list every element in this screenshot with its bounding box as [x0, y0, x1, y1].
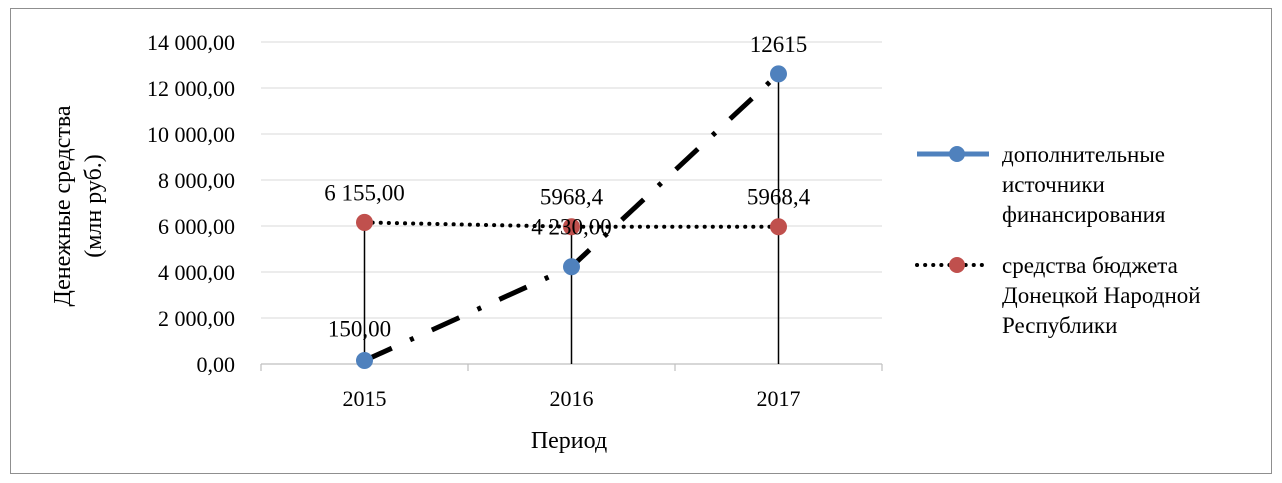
data-label: 5968,4 [540, 185, 604, 210]
legend-label: дополнительные [1002, 142, 1165, 167]
y-tick-label: 10 000,00 [147, 122, 235, 147]
x-tick-label: 2016 [550, 386, 594, 411]
data-point [770, 65, 787, 83]
legend-label: Донецкой Народной [1002, 283, 1201, 308]
data-label: 4 230,00 [531, 215, 612, 240]
y-tick-label: 2 000,00 [158, 306, 235, 331]
chart-frame [10, 8, 1272, 474]
data-point [770, 218, 787, 236]
legend-marker [949, 146, 965, 162]
legend-label: средства бюджета [1002, 253, 1178, 278]
y-tick-label: 12 000,00 [147, 76, 235, 101]
data-labels-layer: 150,00 4 230,00 12615 6 155,00 5968,4 5968,4 [324, 32, 810, 342]
data-label: 150,00 [328, 317, 391, 342]
series-layer [356, 65, 787, 370]
y-tick-label: 14 000,00 [147, 30, 235, 55]
data-point [563, 258, 580, 276]
x-tick-label: 2015 [343, 386, 387, 411]
y-axis-title-line-2: (млн руб.) [81, 154, 107, 258]
legend-label: источники [1002, 172, 1105, 197]
data-point [356, 213, 373, 231]
data-label: 6 155,00 [324, 180, 405, 205]
y-tick-label: 8 000,00 [158, 168, 235, 193]
data-label: 12615 [750, 32, 808, 57]
x-tick-label: 2017 [757, 386, 801, 411]
legend-marker [949, 257, 965, 273]
y-tick-label: 6 000,00 [158, 214, 235, 239]
data-point [563, 218, 580, 236]
legend: дополнительные источники финансирования сре… [915, 142, 1201, 338]
y-tick-label: 4 000,00 [158, 260, 235, 285]
legend-label: финансирования [1002, 202, 1166, 227]
data-label: 5968,4 [747, 185, 811, 210]
x-axis-title: Период [531, 428, 607, 454]
legend-label: Республики [1002, 313, 1117, 338]
y-axis-title-line-1: Денежные средства [50, 105, 76, 306]
axis-layer: 0,00 2 000,00 4 000,00 6 000,00 8 000,00 10 0… [147, 30, 883, 411]
y-tick-label: 0,00 [197, 352, 236, 377]
axis-titles-layer: Период Денежные средства (млн руб.) [50, 105, 607, 454]
data-point [356, 352, 373, 370]
